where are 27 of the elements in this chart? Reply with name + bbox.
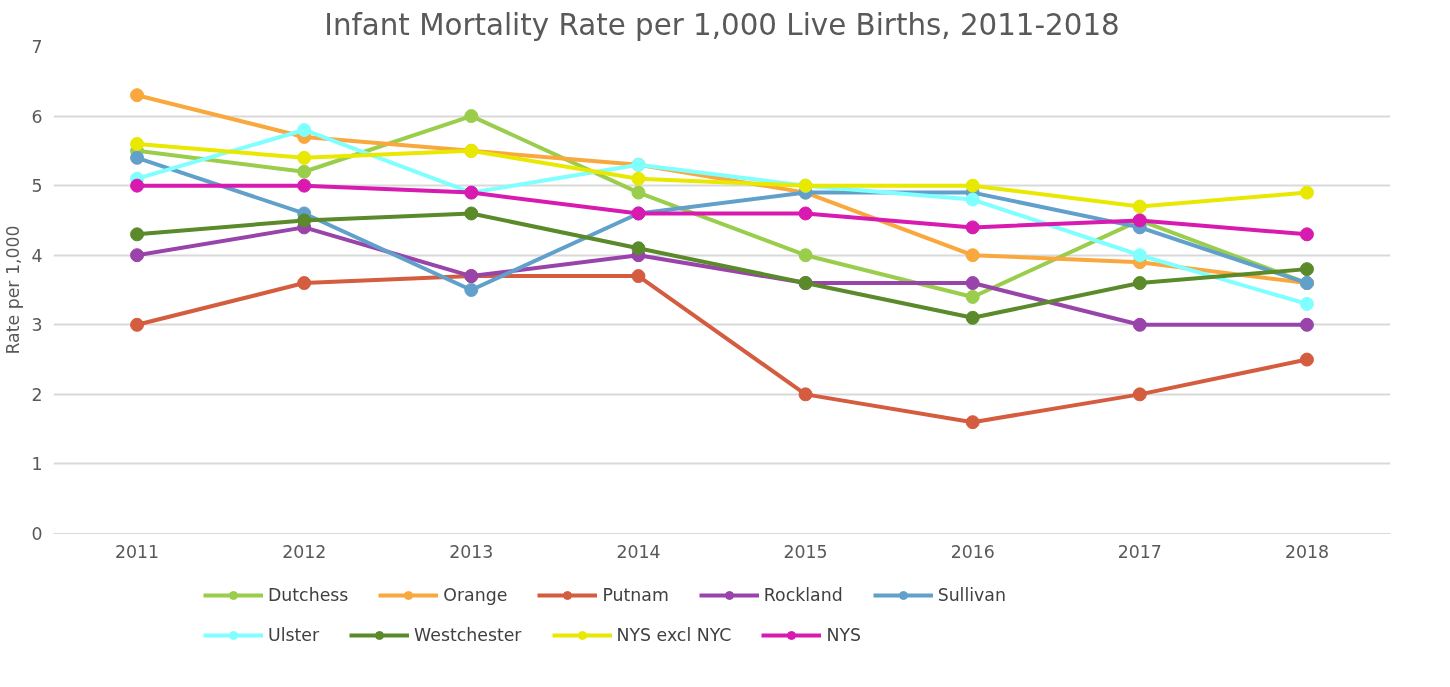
y-tick-label: 7 xyxy=(31,37,43,57)
y-tick-label: 5 xyxy=(31,176,43,197)
x-tick-label: 2013 xyxy=(449,541,494,562)
legend-label: Sullivan xyxy=(937,585,1006,605)
legend-label: Westchester xyxy=(414,625,522,645)
legend-label: Dutchess xyxy=(268,585,349,605)
legend-label: Ulster xyxy=(268,625,320,645)
y-tick-label: 2 xyxy=(31,384,43,405)
x-tick-label: 2018 xyxy=(1284,541,1329,562)
x-tick-label: 2014 xyxy=(616,541,661,562)
y-tick-label: 3 xyxy=(31,315,43,336)
x-tick-label: 2015 xyxy=(783,541,828,562)
y-tick-label: 4 xyxy=(31,245,43,266)
legend-label: Orange xyxy=(443,585,508,605)
legend-label: NYS excl NYC xyxy=(616,625,732,645)
x-tick-label: 2017 xyxy=(1117,541,1162,562)
x-tick-label: 2016 xyxy=(950,541,995,562)
y-tick-label: 1 xyxy=(31,454,43,475)
legend-label: Rockland xyxy=(763,585,843,605)
chart-title: Infant Mortality Rate per 1,000 Live Births, 2011-2018 xyxy=(324,7,1120,42)
y-tick-label: 6 xyxy=(31,106,43,127)
legend-label: NYS xyxy=(826,625,861,645)
x-tick-label: 2012 xyxy=(282,541,327,562)
x-tick-label: 2011 xyxy=(115,541,160,562)
legend-label: Putnam xyxy=(602,585,669,605)
y-axis-title: Rate per 1,000 xyxy=(3,225,24,355)
y-tick-label: 0 xyxy=(31,524,43,544)
